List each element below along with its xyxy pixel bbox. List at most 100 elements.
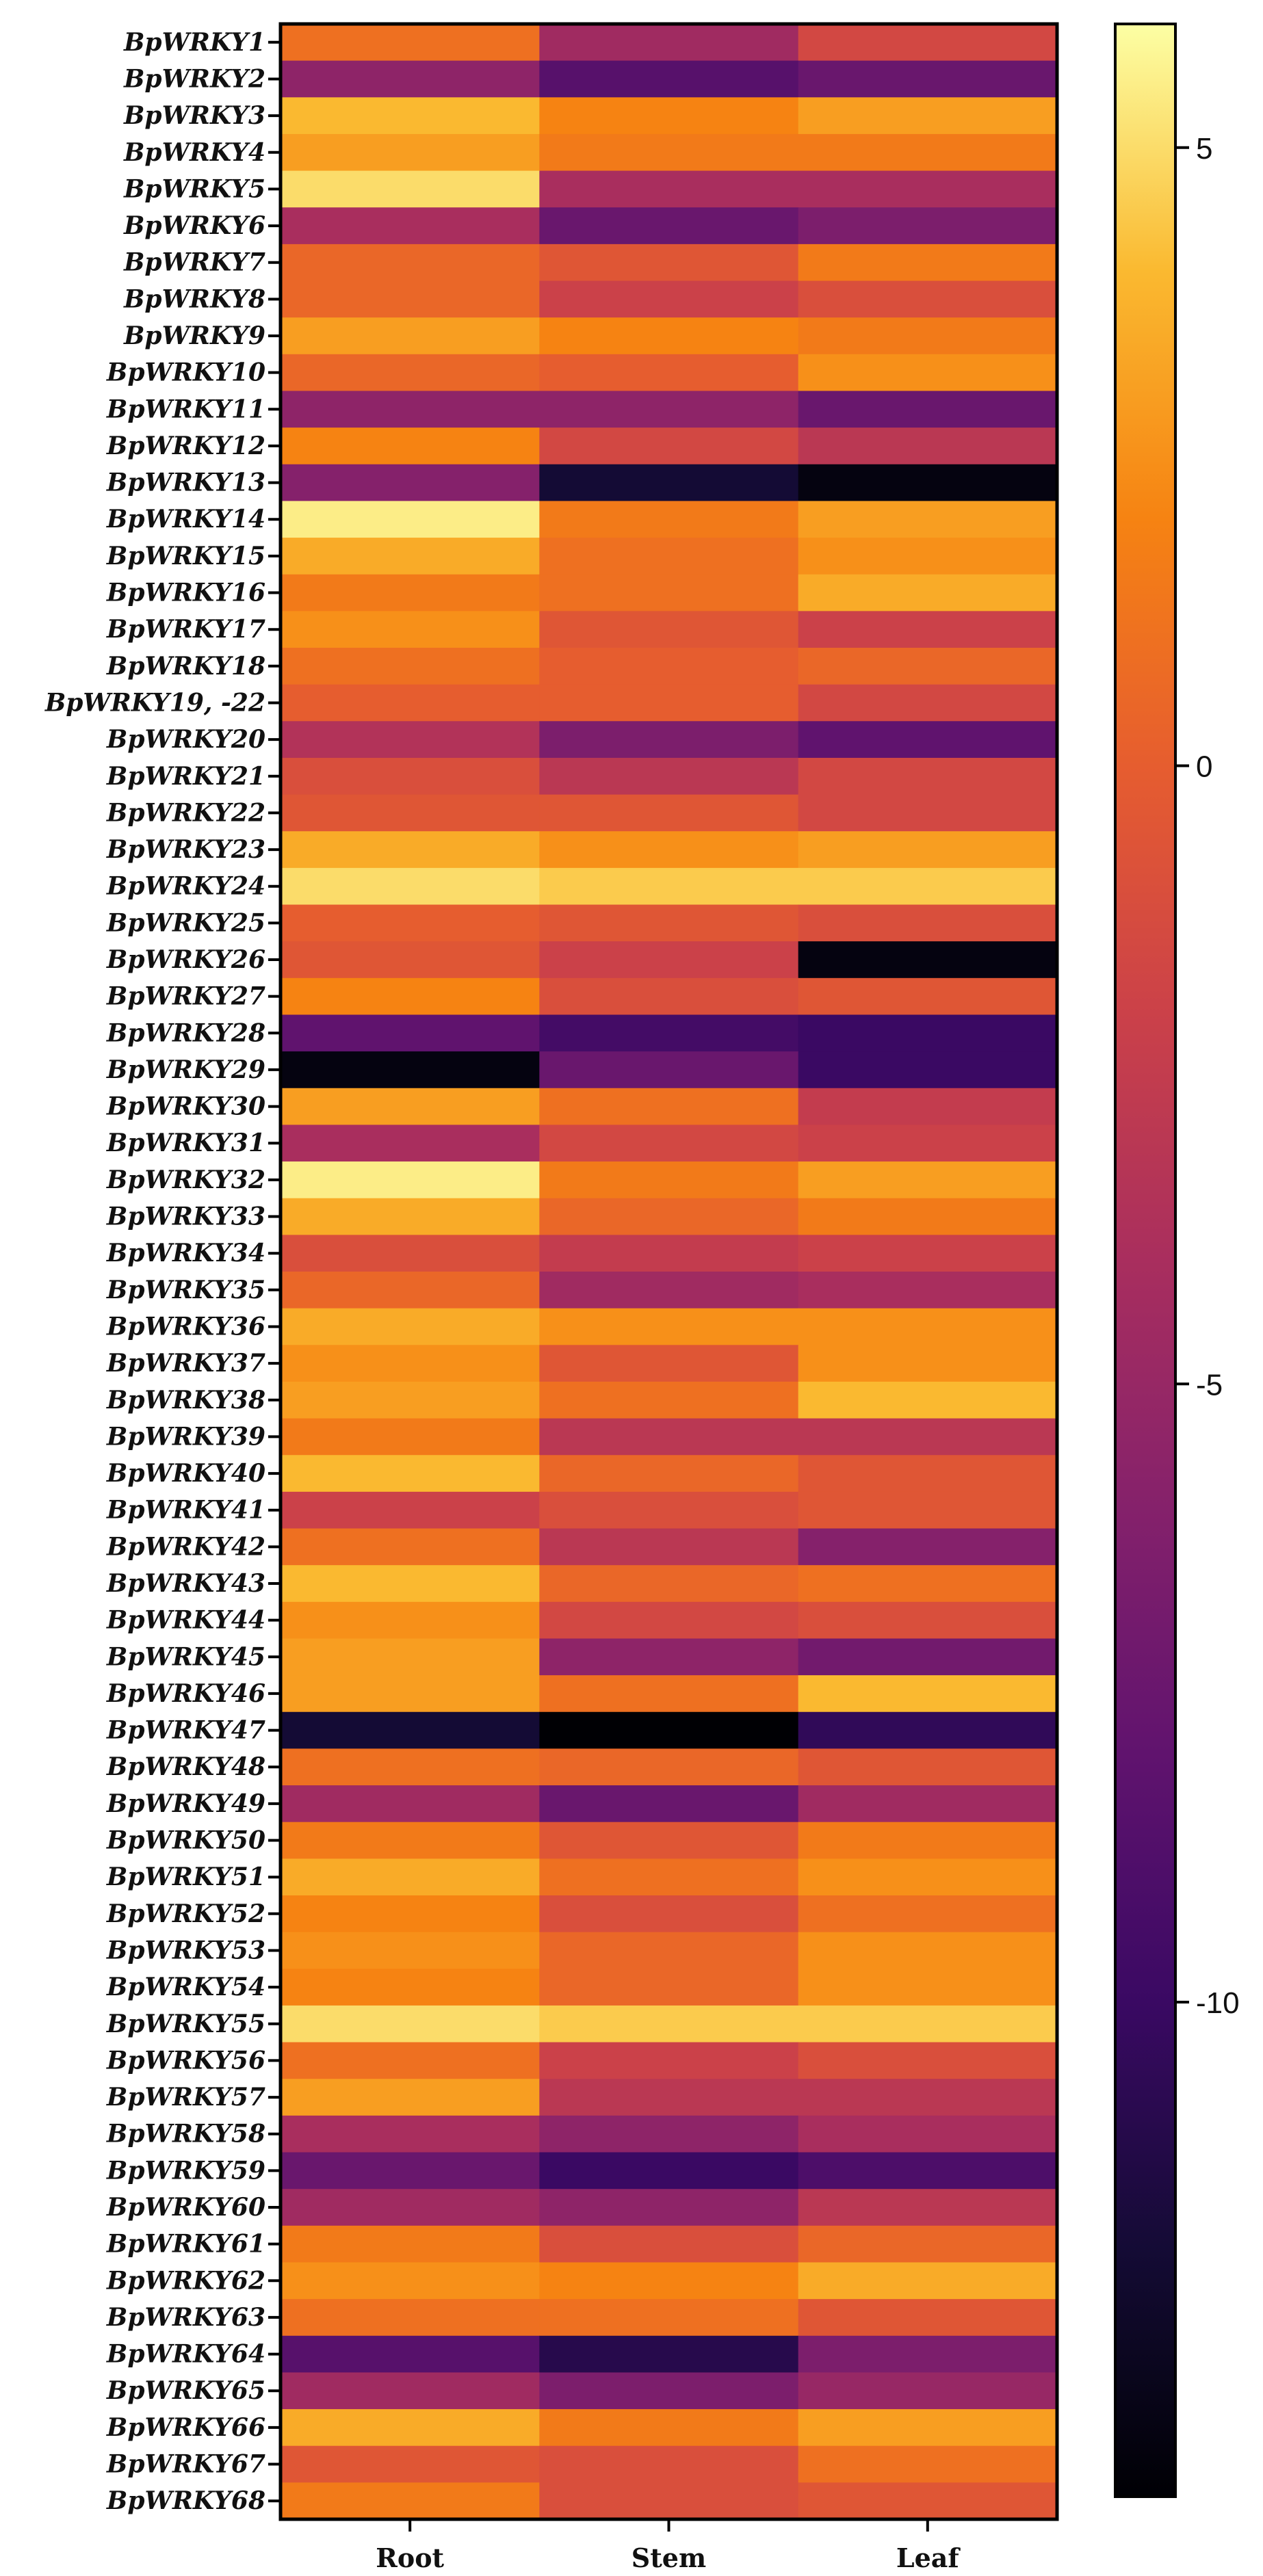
- heatmap-cell: [539, 97, 799, 135]
- heatmap-cell: [798, 133, 1058, 172]
- heatmap-cell: [281, 1198, 540, 1235]
- heatmap-cell: [539, 1418, 799, 1456]
- heatmap-cell: [798, 1418, 1058, 1456]
- heatmap-cell: [798, 1932, 1058, 1969]
- heatmap-cell: [539, 428, 799, 465]
- heatmap-cell: [798, 170, 1058, 208]
- row-label: BpWRKY65: [106, 2376, 265, 2405]
- heatmap-cell: [281, 2042, 540, 2079]
- heatmap-cell: [539, 1014, 799, 1052]
- heatmap-cell: [539, 1198, 799, 1235]
- heatmap-cell: [281, 1785, 540, 1823]
- heatmap-cell: [539, 2372, 799, 2410]
- heatmap-cell: [798, 1345, 1058, 1382]
- heatmap-cell: [539, 2005, 799, 2043]
- row-label: BpWRKY17: [106, 615, 265, 644]
- heatmap-cell: [539, 2335, 799, 2374]
- heatmap-cell: [539, 2225, 799, 2263]
- heatmap-cell: [539, 867, 799, 906]
- column-label: Leaf: [896, 2542, 961, 2573]
- heatmap-cell: [281, 1345, 540, 1382]
- heatmap-cell: [539, 1345, 799, 1382]
- heatmap-cell: [798, 1125, 1058, 1162]
- heatmap-cell: [281, 1565, 540, 1603]
- heatmap-cell: [798, 648, 1058, 685]
- heatmap-cell: [798, 1308, 1058, 1345]
- row-label: BpWRKY8: [123, 285, 265, 313]
- heatmap-cell: [281, 648, 540, 685]
- heatmap-cell: [798, 244, 1058, 282]
- row-label: BpWRKY4: [123, 138, 265, 167]
- heatmap-cell: [539, 1528, 799, 1566]
- heatmap-cell: [281, 170, 540, 208]
- row-label: BpWRKY40: [106, 1459, 265, 1488]
- heatmap-cell: [539, 1785, 799, 1823]
- heatmap-cell: [539, 1932, 799, 1969]
- heatmap-cell: [539, 1161, 799, 1199]
- heatmap-cell: [539, 24, 799, 62]
- heatmap-cell: [539, 207, 799, 245]
- heatmap-cell: [281, 354, 540, 392]
- heatmap-cell: [539, 2299, 799, 2337]
- heatmap-cell: [798, 1455, 1058, 1493]
- heatmap-cell: [798, 354, 1058, 392]
- heatmap-cell: [798, 2372, 1058, 2410]
- heatmap-cell: [281, 1895, 540, 1933]
- heatmap-cell: [281, 2079, 540, 2116]
- row-label: BpWRKY12: [106, 432, 265, 460]
- row-label: BpWRKY10: [106, 358, 265, 387]
- heatmap-cell: [798, 2042, 1058, 2079]
- heatmap-cell: [798, 1748, 1058, 1786]
- heatmap-cell: [798, 2152, 1058, 2190]
- row-label: BpWRKY58: [106, 2120, 265, 2148]
- row-label: BpWRKY52: [106, 1900, 265, 1928]
- heatmap-cell: [798, 2225, 1058, 2263]
- heatmap-cell: [798, 977, 1058, 1016]
- heatmap-cell: [281, 133, 540, 172]
- heatmap-cell: [281, 2115, 540, 2153]
- heatmap-cell: [539, 2042, 799, 2079]
- heatmap-cell: [539, 317, 799, 355]
- heatmap-cell: [281, 831, 540, 869]
- heatmap-cell: [281, 611, 540, 648]
- heatmap-cell: [281, 2225, 540, 2263]
- heatmap-cell: [539, 1381, 799, 1419]
- heatmap-cell: [798, 941, 1058, 979]
- heatmap-cell: [539, 941, 799, 979]
- heatmap-cell: [539, 1125, 799, 1162]
- heatmap-cell: [798, 794, 1058, 832]
- heatmap-cell: [539, 2079, 799, 2116]
- row-label: BpWRKY67: [106, 2450, 265, 2479]
- row-label: BpWRKY22: [106, 798, 265, 827]
- heatmap-cell: [281, 1235, 540, 1272]
- heatmap-cell: [281, 2152, 540, 2190]
- heatmap-cell: [798, 831, 1058, 869]
- heatmap-cell: [539, 170, 799, 208]
- heatmap-cell: [798, 1601, 1058, 1640]
- heatmap-cell: [281, 1272, 540, 1309]
- heatmap-cell: [281, 757, 540, 796]
- heatmap-cell: [798, 1565, 1058, 1603]
- heatmap-cell: [539, 794, 799, 832]
- row-label: BpWRKY30: [106, 1092, 265, 1121]
- row-label: BpWRKY5: [123, 174, 265, 203]
- heatmap-cell: [281, 391, 540, 428]
- heatmap-cell: [798, 757, 1058, 796]
- heatmap-cell: [539, 60, 799, 98]
- heatmap-cell: [539, 1601, 799, 1640]
- heatmap-cell: [281, 1822, 540, 1859]
- heatmap-cell: [281, 904, 540, 942]
- heatmap-cell: [798, 2115, 1058, 2153]
- row-label: BpWRKY41: [106, 1496, 265, 1525]
- heatmap-cell: [281, 977, 540, 1016]
- heatmap-cell: [798, 538, 1058, 575]
- row-label: BpWRKY34: [106, 1239, 265, 1267]
- row-label: BpWRKY55: [106, 2010, 265, 2038]
- row-label: BpWRKY29: [106, 1055, 265, 1084]
- row-label: BpWRKY53: [106, 1936, 265, 1965]
- heatmap-cell: [539, 721, 799, 759]
- row-label: BpWRKY50: [106, 1826, 265, 1855]
- row-label: BpWRKY31: [106, 1129, 265, 1157]
- heatmap-cell: [539, 280, 799, 318]
- row-label: BpWRKY68: [106, 2486, 265, 2515]
